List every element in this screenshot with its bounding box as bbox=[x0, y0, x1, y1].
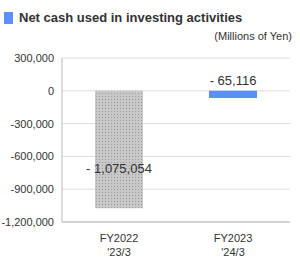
svg-text:- 1,075,054: - 1,075,054 bbox=[86, 161, 152, 176]
html-text:Net cash used in investing act: Net cash used in investing activities bbox=[19, 10, 243, 25]
svg-text:-900,000: -900,000 bbox=[11, 183, 54, 195]
svg-text:0: 0 bbox=[48, 85, 54, 97]
svg-text:- 65,116: - 65,116 bbox=[210, 73, 257, 88]
svg-text:FY2023'24/3: FY2023'24/3 bbox=[214, 232, 253, 258]
svg-text:-1,200,000: -1,200,000 bbox=[8, 216, 54, 228]
html-text:(Millions of Yen): (Millions of Yen) bbox=[214, 30, 292, 42]
svg-text:300,000: 300,000 bbox=[14, 52, 54, 64]
svg-text:-600,000: -600,000 bbox=[11, 150, 54, 162]
svg-text:-300,000: -300,000 bbox=[11, 118, 54, 130]
svg-text:FY2022'23/3: FY2022'23/3 bbox=[100, 232, 139, 258]
